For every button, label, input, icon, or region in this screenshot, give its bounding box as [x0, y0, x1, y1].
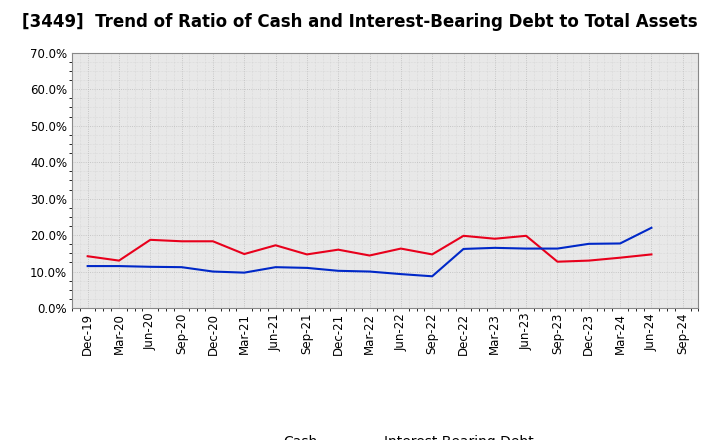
Interest-Bearing Debt: [428, 274, 436, 279]
Interest-Bearing Debt: [397, 271, 405, 277]
Cash: [302, 252, 311, 257]
Interest-Bearing Debt: [240, 270, 248, 275]
Interest-Bearing Debt: [365, 269, 374, 274]
Interest-Bearing Debt: [177, 264, 186, 270]
Line: Interest-Bearing Debt: Interest-Bearing Debt: [88, 228, 652, 276]
Interest-Bearing Debt: [334, 268, 343, 273]
Cash: [490, 236, 499, 242]
Cash: [209, 238, 217, 244]
Interest-Bearing Debt: [114, 264, 123, 269]
Cash: [585, 258, 593, 263]
Text: [3449]  Trend of Ratio of Cash and Interest-Bearing Debt to Total Assets: [3449] Trend of Ratio of Cash and Intere…: [22, 13, 698, 31]
Cash: [616, 255, 624, 260]
Cash: [522, 233, 531, 238]
Interest-Bearing Debt: [490, 245, 499, 250]
Interest-Bearing Debt: [522, 246, 531, 251]
Cash: [553, 259, 562, 264]
Cash: [84, 253, 92, 259]
Cash: [146, 237, 155, 242]
Cash: [114, 258, 123, 263]
Interest-Bearing Debt: [459, 246, 468, 252]
Cash: [177, 238, 186, 244]
Interest-Bearing Debt: [553, 246, 562, 251]
Interest-Bearing Debt: [302, 265, 311, 271]
Cash: [334, 247, 343, 252]
Legend: Cash, Interest-Bearing Debt: Cash, Interest-Bearing Debt: [231, 430, 539, 440]
Interest-Bearing Debt: [84, 264, 92, 269]
Cash: [647, 252, 656, 257]
Interest-Bearing Debt: [616, 241, 624, 246]
Cash: [240, 251, 248, 257]
Interest-Bearing Debt: [647, 225, 656, 231]
Cash: [365, 253, 374, 258]
Cash: [397, 246, 405, 251]
Cash: [271, 242, 280, 248]
Cash: [459, 233, 468, 238]
Interest-Bearing Debt: [585, 241, 593, 246]
Line: Cash: Cash: [88, 236, 652, 262]
Cash: [428, 252, 436, 257]
Interest-Bearing Debt: [209, 269, 217, 274]
Interest-Bearing Debt: [271, 264, 280, 270]
Interest-Bearing Debt: [146, 264, 155, 269]
